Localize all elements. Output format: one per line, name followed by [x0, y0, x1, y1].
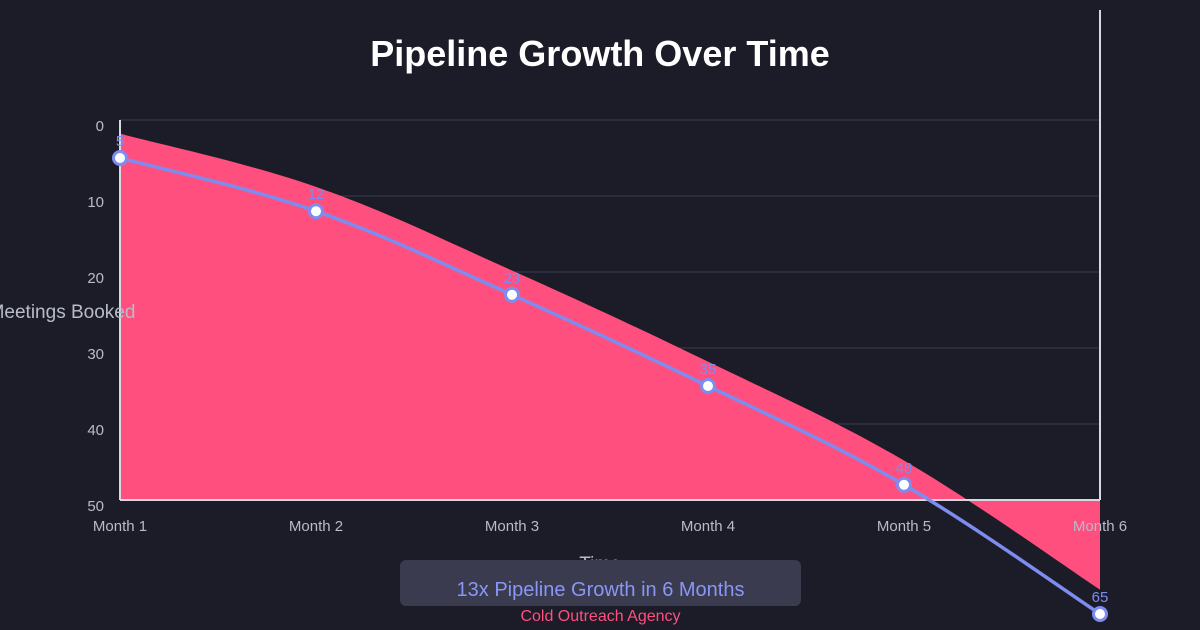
data-point [1092, 606, 1108, 622]
point-layer [112, 150, 1108, 622]
y-tick-label: 20 [87, 270, 104, 287]
y-tick-label: 30 [87, 346, 104, 363]
chart-title: Pipeline Growth Over Time [370, 33, 829, 74]
data-point [308, 203, 324, 220]
data-label: 48 [896, 460, 913, 477]
series-line [118, 156, 1102, 616]
area-layer [120, 133, 1100, 590]
y-tick-label: 40 [87, 422, 104, 439]
y-tick-label: 10 [87, 194, 104, 211]
data-label: 12 [308, 186, 325, 203]
tick-layer: 0 10 20 30 40 50 Month 1 Month 2 Month 3 Month 4 M… [87, 118, 1127, 535]
data-point [700, 378, 716, 394]
axis-layer [119, 10, 1101, 501]
area-fill [120, 133, 1100, 590]
x-tick-label: Month 4 [681, 518, 735, 535]
brand-name: Cold Outreach Agency [520, 608, 681, 625]
line-layer [118, 156, 1102, 616]
x-tick-label: Month 6 [1073, 518, 1127, 535]
y-axis-title: Meetings Booked [0, 302, 135, 323]
x-tick-label: Month 5 [877, 518, 931, 535]
data-label: 5 [116, 133, 124, 150]
x-tick-label: Month 3 [485, 518, 539, 535]
data-point [112, 150, 128, 166]
data-label: 65 [1092, 589, 1109, 606]
label-layer: 5 12 23 35 48 65 [116, 133, 1109, 606]
data-label: 35 [700, 361, 717, 378]
y-tick-label: 50 [87, 498, 104, 515]
data-label: 23 [504, 270, 521, 287]
y-tick-label: 0 [96, 118, 104, 135]
x-tick-label: Month 2 [289, 518, 343, 535]
x-tick-label: Month 1 [93, 518, 147, 535]
growth-badge-text: 13x Pipeline Growth in 6 Months [456, 579, 745, 601]
data-point [504, 286, 520, 303]
growth-badge: 13x Pipeline Growth in 6 Months [400, 560, 801, 606]
data-point [896, 476, 912, 493]
